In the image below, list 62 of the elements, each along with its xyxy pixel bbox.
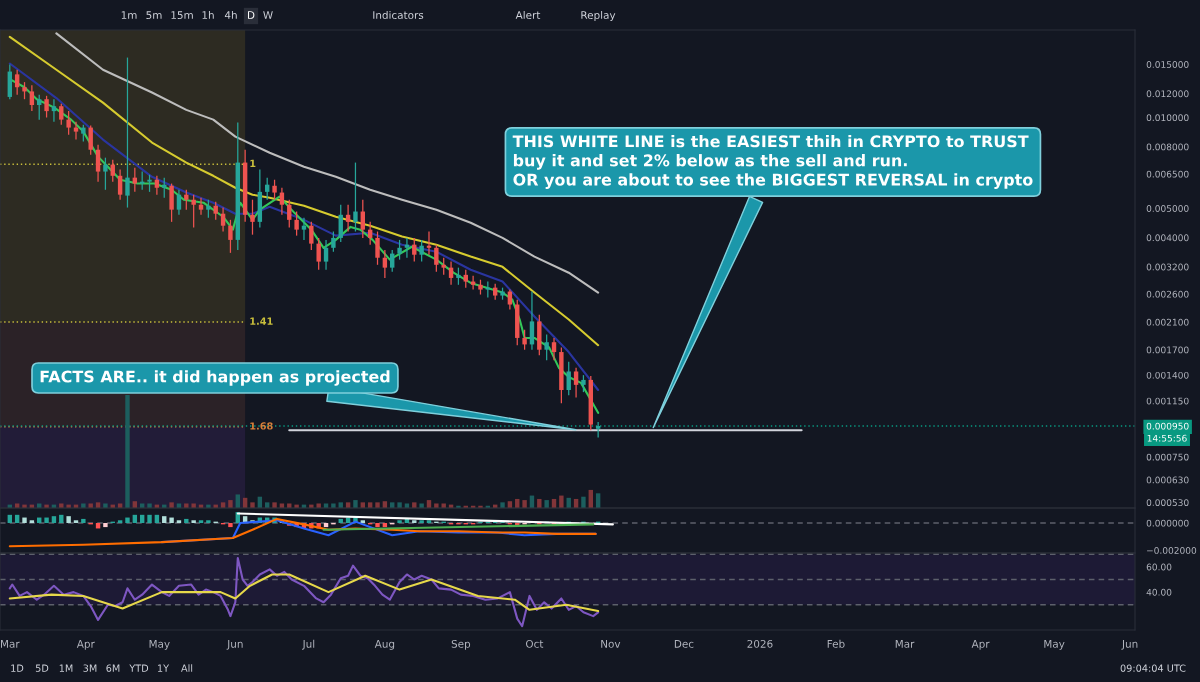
y-tick-label: 0.000530 — [1146, 499, 1189, 506]
annotation: 1 — [250, 159, 256, 167]
y-tick-label: 0.001150 — [1146, 397, 1189, 405]
text: D — [248, 11, 255, 19]
y-tick-label: 0.005000 — [1146, 205, 1189, 212]
x-tick-label: Jul — [302, 639, 315, 650]
y-tick-label: 0.000750 — [1146, 453, 1189, 461]
y-tick-label: 60.00 — [1146, 563, 1172, 571]
y-tick-label: 0.006500 — [1146, 170, 1189, 178]
text: W — [263, 11, 273, 19]
text: 1m — [121, 11, 137, 19]
x-tick-label: Apr — [76, 640, 95, 650]
text: 1D — [11, 664, 24, 672]
y-tick-label: 0.002600 — [1146, 290, 1189, 298]
text: 5D — [35, 664, 49, 672]
x-tick-label: Mar — [895, 640, 915, 648]
text: 4h — [224, 10, 237, 19]
x-tick-label: May — [149, 640, 170, 650]
x-tick-label: 2026 — [747, 639, 773, 648]
x-tick-label: Jun — [226, 640, 243, 650]
x-tick-label: Apr — [971, 640, 990, 650]
y-tick-label: 0.015000 — [1146, 61, 1189, 68]
text: Indicators — [373, 10, 424, 20]
x-tick-label: Aug — [374, 640, 395, 650]
x-tick-label: Sep — [451, 639, 471, 650]
y-tick-label: 0.001700 — [1146, 346, 1189, 354]
text: YTD — [129, 664, 149, 672]
text: Replay — [581, 10, 616, 22]
y-tick-label: 0.003200 — [1146, 263, 1189, 271]
x-tick-label: Nov — [601, 640, 621, 648]
y-tick-label: 0.012000 — [1146, 90, 1189, 98]
text: 1h — [202, 10, 214, 19]
text: 14:55:56 — [1147, 434, 1187, 442]
y-tick-label: 0.000630 — [1146, 476, 1189, 484]
annotation: 1.68 — [250, 422, 273, 430]
y-tick-label: 0.000000 — [1146, 519, 1189, 527]
text: 1M — [59, 664, 73, 672]
x-tick-label: Mar — [1, 640, 20, 648]
text: 15m — [171, 11, 193, 20]
y-tick-label: 0.004000 — [1146, 234, 1189, 242]
x-tick-label: Feb — [827, 639, 845, 648]
y-tick-label: 0.002100 — [1146, 318, 1189, 326]
text: 5m — [146, 11, 162, 20]
y-tick-label: 0.008000 — [1146, 143, 1189, 151]
text: Alert — [515, 10, 541, 20]
annotation: FACTS ARE.. it did happen as projected — [40, 370, 390, 386]
annotation: 1.41 — [250, 317, 273, 325]
text: 3M — [83, 664, 97, 672]
x-tick-label: Dec — [674, 640, 694, 648]
x-tick-label: May — [1044, 640, 1065, 650]
y-tick-label: −0.002000 — [1147, 547, 1197, 554]
text: All — [181, 664, 193, 672]
x-tick-label: Jun — [1121, 640, 1138, 650]
x-tick-label: Oct — [525, 639, 544, 648]
annotation: THIS WHITE LINE is the EASIEST thih in CRYPTO to TRUST buy it and set 2% below as the sell and run. OR you are about to see the BIGGEST REVERSAL in crypto — [512, 134, 1033, 189]
y-tick-label: 0.010000 — [1146, 114, 1189, 122]
y-tick-label: 0.000950 — [1146, 422, 1189, 430]
text: 1Y — [158, 664, 170, 672]
y-tick-label: 0.001400 — [1146, 371, 1189, 379]
text: 09:04:04 UTC — [1120, 664, 1186, 672]
text: 6M — [106, 664, 120, 672]
y-tick-label: 40.00 — [1146, 588, 1172, 596]
